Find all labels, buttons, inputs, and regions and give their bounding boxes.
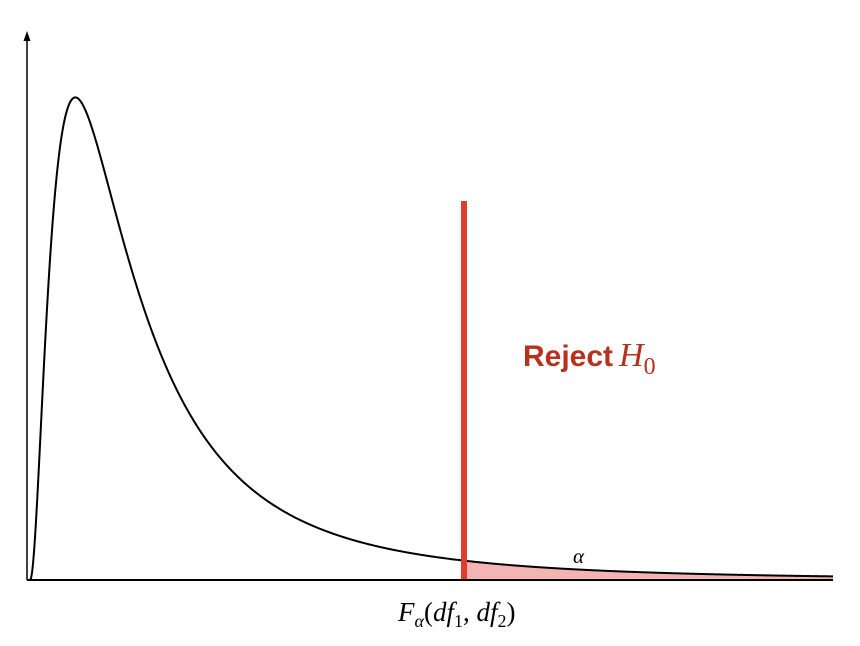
reject-h0-label: Reject H0 [523, 337, 656, 380]
df1-subscript: 1 [454, 611, 463, 631]
density-curve [29, 96, 834, 581]
df2-subscript: 2 [497, 611, 506, 631]
df2-symbol: df [476, 597, 501, 627]
open-paren: ( [424, 597, 433, 627]
reject-word: Reject [523, 340, 613, 373]
critical-value-label: Fα(df1, df2) [397, 597, 515, 631]
close-paren: ) [506, 597, 515, 627]
df1-symbol: df [433, 597, 458, 627]
rejection-region [464, 560, 833, 580]
comma: , [463, 597, 477, 627]
h-symbol: H [618, 337, 646, 374]
alpha-label: α [573, 544, 585, 568]
h-subscript: 0 [644, 354, 656, 380]
f-subscript: α [415, 611, 425, 631]
f-symbol: F [397, 597, 415, 627]
y-axis-arrow-icon [23, 31, 31, 41]
